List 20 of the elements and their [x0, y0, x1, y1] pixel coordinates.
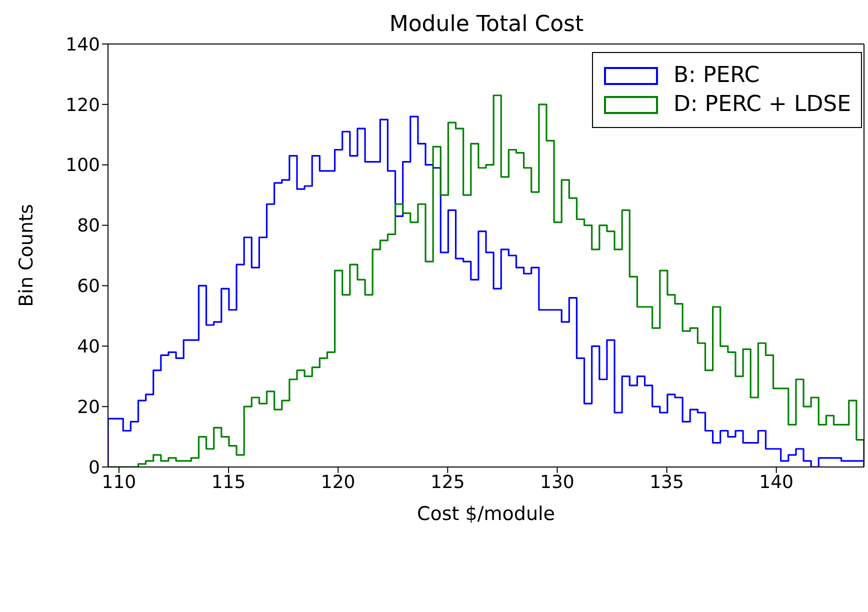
x-tick-label: 115	[211, 472, 246, 493]
legend-label: D: PERC + LDSE	[673, 92, 851, 117]
x-tick-label: 140	[759, 472, 794, 493]
y-tick-label: 120	[66, 94, 100, 116]
y-tick-label: 40	[77, 336, 100, 358]
chart-title: Module Total Cost	[388, 12, 585, 37]
legend-label: B: PERC	[673, 63, 760, 88]
y-tick-label: 60	[77, 276, 100, 298]
y-tick-label: 0	[88, 457, 100, 478]
y-tick-label: 140	[66, 34, 100, 56]
x-tick-label: 110	[102, 472, 136, 493]
y-tick-label: 80	[77, 216, 100, 237]
y-tick-label: 100	[66, 155, 100, 176]
x-tick-label: 130	[540, 472, 574, 493]
y-axis-title: Bin Counts	[16, 204, 38, 307]
x-tick-label: 120	[320, 472, 356, 493]
y-tick-label: 20	[77, 396, 100, 418]
x-tick-label: 125	[430, 472, 465, 493]
x-axis-title: Cost $/module	[417, 503, 555, 525]
x-tick-label: 135	[650, 472, 684, 493]
